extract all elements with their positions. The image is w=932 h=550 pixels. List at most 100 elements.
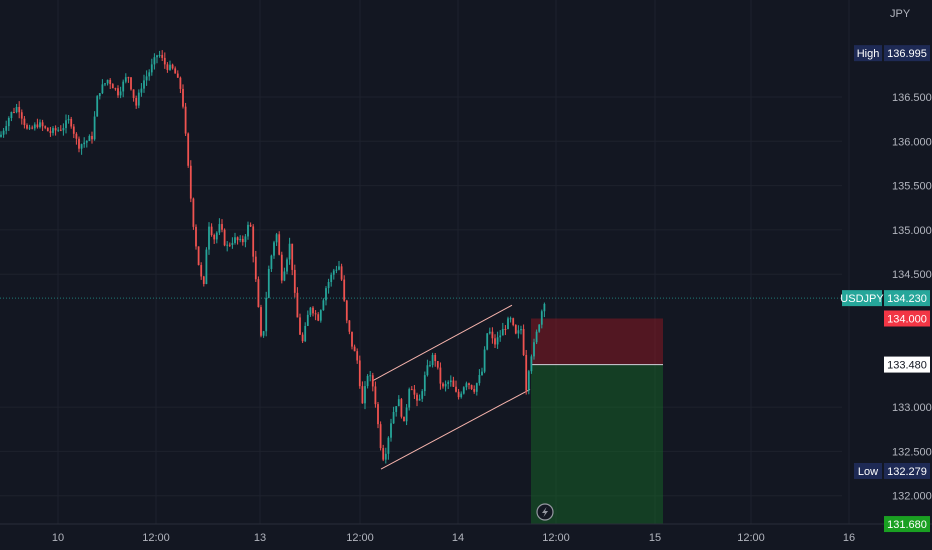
- candle-body: [286, 259, 288, 272]
- candle-body: [75, 133, 78, 139]
- y-tick-label: 133.000: [892, 402, 932, 414]
- candle-body: [384, 453, 387, 460]
- candle-body: [106, 79, 109, 84]
- candle-body: [197, 246, 200, 266]
- stop-level-value: 134.000: [887, 314, 927, 326]
- candle-body: [304, 325, 307, 342]
- candle-body: [488, 331, 491, 334]
- candle-body: [460, 393, 463, 398]
- candle-body: [5, 126, 8, 131]
- entry-level-value: 133.480: [887, 360, 927, 372]
- candle-body: [262, 331, 265, 336]
- candle-body: [306, 314, 309, 326]
- candle-body: [273, 242, 275, 256]
- candle-body: [494, 338, 496, 345]
- candle-body: [49, 131, 52, 133]
- candle-body: [447, 382, 450, 384]
- candle-body: [509, 318, 512, 320]
- x-tick-label: 13: [254, 532, 266, 544]
- take-profit-zone[interactable]: [531, 364, 663, 525]
- x-tick-label: 16: [843, 532, 855, 544]
- candle-body: [491, 331, 494, 339]
- candle-body: [358, 360, 361, 387]
- candle-body: [163, 57, 166, 65]
- replay-icon[interactable]: [536, 503, 554, 521]
- candle-body: [0, 134, 2, 137]
- candle-body: [507, 318, 509, 330]
- candle-body: [533, 342, 535, 357]
- candle-body: [252, 226, 255, 257]
- candle-body: [7, 118, 10, 127]
- candle-body: [291, 243, 294, 270]
- candle-body: [15, 106, 18, 113]
- candle-body: [296, 292, 299, 318]
- candle-body: [96, 96, 99, 117]
- candle-body: [270, 255, 273, 269]
- candle-body: [83, 142, 86, 145]
- candle-body: [348, 320, 351, 332]
- candle-body: [379, 424, 382, 449]
- candle-body: [176, 73, 179, 78]
- candle-body: [148, 72, 151, 77]
- candle-body: [335, 269, 338, 271]
- time-axis[interactable]: 10 12:00 13 12:00 14 12:00 15 12:00 16: [0, 523, 932, 544]
- candle-body: [231, 242, 234, 245]
- candle-body: [392, 411, 395, 424]
- candle-body: [280, 254, 283, 281]
- high-value-badge: [884, 45, 930, 62]
- candle-body: [343, 279, 346, 301]
- stop-loss-zone[interactable]: [531, 318, 663, 365]
- candle-body: [111, 84, 114, 89]
- candle-body: [278, 234, 281, 255]
- candle-body: [457, 391, 460, 398]
- low-label-badge: [854, 462, 882, 479]
- candle-body: [512, 318, 515, 325]
- candle-body: [218, 224, 221, 233]
- candle-body: [208, 226, 210, 250]
- candle-body: [33, 124, 36, 129]
- target-level-value-badge: [884, 516, 930, 533]
- candle-body: [395, 406, 398, 412]
- candle-body: [88, 135, 91, 141]
- low-value: 132.279: [887, 466, 927, 478]
- candle-body: [150, 64, 153, 73]
- low-value-badge: [884, 462, 930, 479]
- candle-body: [371, 375, 374, 387]
- candle-body: [124, 77, 127, 82]
- candle-body: [338, 266, 340, 270]
- candle-body: [143, 80, 145, 89]
- candle-body: [254, 256, 257, 280]
- y-tick-label: 135.500: [892, 181, 932, 193]
- candle-body: [158, 54, 161, 56]
- candle-body: [215, 232, 218, 240]
- candle-body: [390, 423, 392, 438]
- candle-body: [540, 311, 543, 325]
- candle-body: [169, 64, 171, 70]
- candle-body: [184, 106, 187, 134]
- price-axis[interactable]: JPY 136.500 136.000 135.500 135.000 134.500 1…: [890, 8, 932, 503]
- stop-level-value-badge: [884, 310, 930, 327]
- candle-body: [153, 57, 156, 65]
- candle-body: [119, 91, 122, 96]
- candle-body: [200, 265, 203, 277]
- candle-body: [501, 329, 504, 336]
- candle-body: [72, 126, 75, 134]
- candle-body: [57, 129, 60, 131]
- channel-lower-line[interactable]: [380, 388, 531, 470]
- y-tick-label: 132.500: [892, 446, 932, 458]
- candle-body: [418, 398, 421, 401]
- candle-body: [239, 238, 242, 241]
- candle-body: [538, 324, 541, 332]
- x-tick-label: 12:00: [142, 532, 170, 544]
- candle-body: [410, 389, 413, 391]
- x-tick-label: 12:00: [346, 532, 374, 544]
- candle-body: [377, 404, 379, 425]
- high-label-badge: [854, 45, 882, 62]
- channel-upper-line[interactable]: [372, 304, 513, 381]
- candle-body: [135, 97, 138, 106]
- x-tick-label: 12:00: [737, 532, 765, 544]
- candle-body: [20, 112, 23, 119]
- candle-body: [421, 391, 424, 399]
- candle-body: [455, 386, 457, 392]
